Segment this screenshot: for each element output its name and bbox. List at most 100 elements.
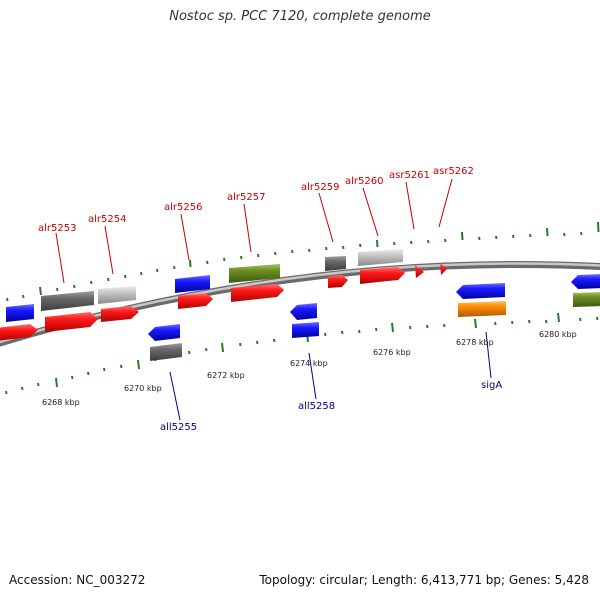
- tick-mark: [596, 316, 599, 321]
- tick-mark: [359, 243, 362, 248]
- gene-label-alr5254[interactable]: alr5254: [88, 214, 126, 225]
- tick-mark: [39, 286, 42, 296]
- scale-label: 6274 kbp: [290, 359, 328, 368]
- gene-arrow-blue[interactable]: [175, 275, 210, 293]
- gene-label-alr5257[interactable]: alr5257: [227, 192, 265, 203]
- tick-mark: [223, 257, 226, 262]
- gene-track-upper: [6, 249, 403, 322]
- gene-arrow-blue[interactable]: [571, 274, 600, 289]
- gene-arrow-red[interactable]: [415, 265, 424, 278]
- tick-mark: [21, 386, 24, 391]
- tick-mark: [291, 249, 294, 254]
- tick-mark: [495, 235, 498, 240]
- scale-labels: 6268 kbp 6270 kbp 6272 kbp 6274 kbp 6276…: [42, 330, 577, 407]
- tick-mark: [557, 312, 560, 323]
- tick-mark: [256, 340, 259, 345]
- tick-mark: [257, 253, 260, 258]
- tick-mark: [73, 284, 76, 289]
- gene-label-alr5259[interactable]: alr5259: [301, 182, 339, 193]
- tick-mark: [597, 221, 600, 233]
- gene-label-all5258[interactable]: all5258: [298, 401, 335, 412]
- label-leaders: [55, 178, 492, 421]
- tick-mark: [90, 280, 93, 285]
- tick-mark: [376, 239, 379, 248]
- gene-labels: alr5253 alr5254 alr5256 alr5257 alr5259 …: [38, 166, 502, 433]
- gene-label-alr5260[interactable]: alr5260: [345, 176, 383, 187]
- leader-line: [104, 225, 114, 275]
- gene-arrow-blue[interactable]: [6, 304, 34, 322]
- tick-mark: [137, 359, 140, 370]
- tick-mark: [443, 323, 446, 328]
- gene-label-all5255[interactable]: all5255: [160, 422, 197, 433]
- tick-mark: [103, 367, 106, 372]
- gene-label-asr5262[interactable]: asr5262: [433, 166, 474, 177]
- tick-mark: [545, 319, 548, 324]
- scale-label: 6280 kbp: [539, 330, 577, 339]
- tick-mark: [461, 231, 464, 241]
- tick-mark: [189, 259, 192, 268]
- gene-box-orange[interactable]: [458, 301, 506, 317]
- gene-box-dark-gray[interactable]: [325, 256, 346, 271]
- tick-mark: [205, 347, 208, 352]
- map-title: Nostoc sp. PCC 7120, complete genome: [169, 9, 431, 24]
- tick-mark: [375, 327, 378, 332]
- scale-label: 6272 kbp: [207, 371, 245, 380]
- gene-arrow-red[interactable]: [231, 284, 284, 302]
- gene-label-alr5256[interactable]: alr5256: [164, 202, 202, 213]
- gene-label-alr5253[interactable]: alr5253: [38, 223, 76, 234]
- tick-mark: [221, 342, 224, 353]
- tick-mark: [5, 390, 8, 395]
- tick-mark: [580, 231, 583, 236]
- gene-label-sigA[interactable]: sigA: [481, 380, 502, 391]
- gene-box-light-gray[interactable]: [358, 249, 403, 266]
- tick-mark: [444, 238, 447, 243]
- tick-mark: [273, 338, 276, 343]
- tick-mark: [474, 318, 477, 329]
- tick-mark: [512, 234, 515, 239]
- gene-arrow-red[interactable]: [328, 275, 348, 288]
- leader-line: [308, 352, 317, 400]
- gene-arrow-blue[interactable]: [148, 324, 180, 341]
- gene-box-olive[interactable]: [229, 264, 280, 283]
- tick-mark: [324, 332, 327, 337]
- gene-arrow-blue[interactable]: [456, 283, 505, 299]
- gene-arrow-red[interactable]: [0, 324, 38, 341]
- tick-mark: [529, 233, 532, 238]
- gene-arrow-red[interactable]: [360, 267, 405, 284]
- tick-mark: [325, 246, 328, 251]
- scale-label: 6276 kbp: [373, 348, 411, 357]
- gene-box-dark-gray[interactable]: [150, 343, 182, 361]
- tick-mark: [71, 375, 74, 380]
- gene-arrow-red[interactable]: [440, 263, 447, 275]
- gene-label-asr5261[interactable]: asr5261: [389, 170, 430, 181]
- gene-track-forward: [0, 263, 447, 341]
- tick-mark: [188, 350, 191, 355]
- genome-summary: Topology: circular; Length: 6,413,771 bp…: [259, 573, 589, 587]
- tick-mark: [391, 322, 394, 333]
- scale-label: 6268 kbp: [42, 398, 80, 407]
- tick-mark: [87, 371, 90, 376]
- gene-box-olive[interactable]: [573, 292, 600, 307]
- scale-label: 6278 kbp: [456, 338, 494, 347]
- gene-arrow-red[interactable]: [45, 312, 98, 332]
- tick-mark: [239, 342, 242, 347]
- tick-mark: [579, 317, 582, 322]
- tick-mark: [393, 241, 396, 246]
- tick-mark: [342, 245, 345, 250]
- leader-line: [362, 187, 379, 237]
- tick-mark: [56, 287, 59, 292]
- tick-mark: [528, 319, 531, 324]
- gene-arrow-red[interactable]: [101, 306, 139, 322]
- gene-arrow-blue[interactable]: [290, 303, 317, 320]
- tick-mark: [173, 265, 176, 270]
- scale-label: 6270 kbp: [124, 384, 162, 393]
- tick-mark: [6, 297, 9, 302]
- gene-arrow-red[interactable]: [178, 293, 213, 309]
- leader-line: [243, 203, 252, 253]
- gene-box-dark-gray[interactable]: [41, 291, 94, 311]
- leader-line: [169, 371, 181, 421]
- gene-box-light-gray[interactable]: [98, 286, 136, 304]
- leader-line: [405, 181, 415, 230]
- gene-box-blue[interactable]: [292, 322, 319, 338]
